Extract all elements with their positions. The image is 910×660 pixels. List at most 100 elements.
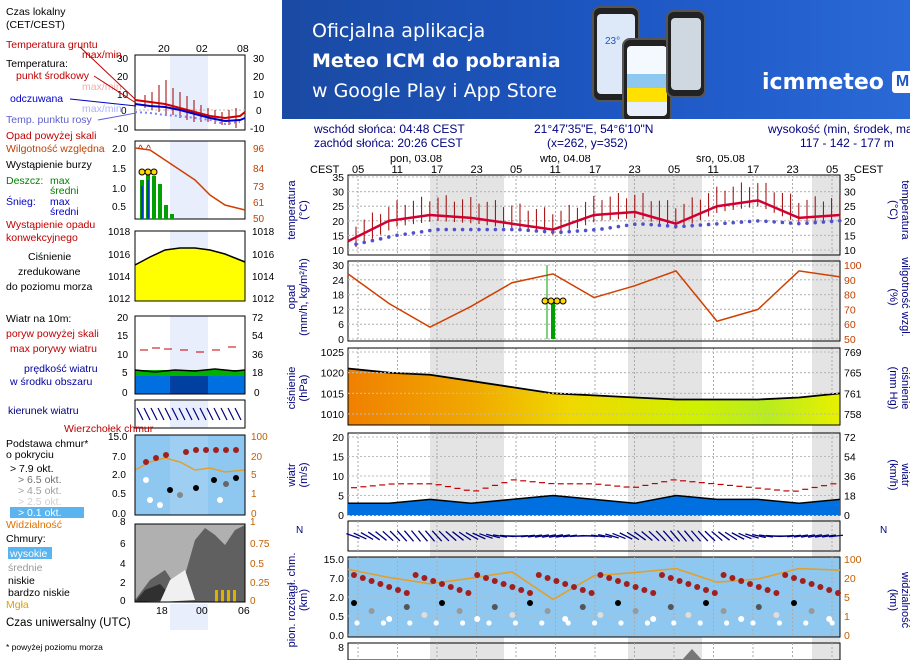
temp-axis-label-right: temperatura <box>899 180 910 240</box>
sunset-text: zachód słońca: 20:26 CEST <box>314 136 463 150</box>
cloud-base-dot <box>456 587 463 593</box>
cloud-base-dot <box>703 587 709 593</box>
cloud-base-dot <box>386 584 393 590</box>
legend-temp-tick: 0 <box>121 106 127 117</box>
cloud-base-dot <box>597 612 604 618</box>
cloud-base-dot <box>483 575 489 581</box>
wind-arrow <box>662 530 674 542</box>
wind-arrow <box>724 531 738 541</box>
dewpoint-dot <box>747 219 752 224</box>
dewpoint-dot <box>641 222 645 226</box>
hour-label: 17 <box>589 164 601 176</box>
cloud-shape <box>682 649 702 660</box>
legend-press-tick-r: 1018 <box>252 227 275 238</box>
cloud-base-dot <box>729 575 736 581</box>
wind-arrow <box>346 532 360 540</box>
legend-local-time: Czas lokalny <box>6 6 66 18</box>
cloud-base-dot <box>412 572 419 578</box>
wind-arrow <box>143 407 151 421</box>
storm-marker <box>541 297 549 305</box>
legend-hum-tick: 84 <box>253 164 265 175</box>
legend-wind-tick: 20 <box>117 313 129 324</box>
cloud-base-dot <box>368 578 375 584</box>
legend-cb-tick: 0.5 <box>112 489 126 500</box>
wind-arrow <box>752 533 766 539</box>
legend-felt-maxmin: max/min <box>82 103 122 115</box>
hour-label: 17 <box>431 164 443 176</box>
cloud-base-dot <box>632 584 639 590</box>
cloud-base-dot <box>697 620 703 626</box>
wind-arrow <box>438 530 450 542</box>
legend-cb-tick-r: 5 <box>251 470 257 481</box>
cloud-base-dot <box>606 575 613 581</box>
legend-press-tick: 1012 <box>108 294 131 305</box>
wind-arrow <box>472 532 486 540</box>
dewpoint-dot <box>583 228 588 233</box>
cb-tick: 7.0 <box>329 573 344 585</box>
cb-axis-label: pion. rozciągł. chm. <box>286 553 298 648</box>
app-promo-banner[interactable]: Oficjalna aplikacja Meteo ICM do pobrani… <box>282 0 910 119</box>
dewpoint-dot <box>657 223 662 228</box>
location-info: wschód słońca: 04:48 CEST zachód słońca:… <box>282 119 910 155</box>
dewpoint-dot <box>362 240 366 245</box>
legend-cb-tick: 2.0 <box>112 470 126 481</box>
cloud-base-dot <box>395 587 401 593</box>
cloud-base-dot <box>433 620 439 626</box>
hour-label: 05 <box>826 164 838 176</box>
legend-temp-box <box>134 54 246 131</box>
meteogram: CEST CEST pon, 03.08 wto, 04.08 śro, 05.… <box>286 155 910 660</box>
cloud-base-dot <box>738 578 745 584</box>
cloud-base-dot <box>703 600 709 606</box>
storm-marker <box>553 297 561 305</box>
wind-arrow <box>192 407 200 421</box>
cloud-base-dot <box>826 587 833 593</box>
cloud-base-dot <box>571 584 577 590</box>
legend-wind-at: Wiatr na 10m: <box>6 313 71 325</box>
legend-press-tick: 1016 <box>108 250 131 261</box>
press-axis-label-right: ciśnienie <box>899 367 910 410</box>
cloud-base-dot <box>667 604 674 610</box>
legend-cb-tick-r: 20 <box>251 452 263 463</box>
wind-arrow <box>213 407 221 421</box>
phone-image-3 <box>666 10 706 98</box>
dewpoint-dot <box>649 222 653 227</box>
pressure-frame <box>347 347 841 426</box>
storm-marker <box>547 297 555 305</box>
elevation-label: wysokość (min, środek, max) <box>768 122 910 136</box>
wind-kmh-tick: 0 <box>844 510 850 522</box>
wind-arrow <box>648 530 660 542</box>
dewpoint-dot <box>510 227 514 232</box>
dewpoint-dot <box>542 229 547 234</box>
legend-temp-tick-r: 20 <box>253 72 265 83</box>
elevation-values: 117 - 142 - 177 m <box>800 136 894 150</box>
cloud-base-dot <box>474 616 481 622</box>
vis-tick: 1 <box>844 611 850 623</box>
cloud-base-dot <box>835 590 841 596</box>
legend-cb-tick: 15.0 <box>108 432 128 443</box>
cloud-base-dot <box>592 620 598 626</box>
wind-arrow <box>677 530 687 542</box>
wind-arrow <box>452 531 464 541</box>
dewpoint-dot <box>485 227 489 232</box>
cloud-base-dot <box>755 584 762 590</box>
dewpoint-dot <box>797 221 801 226</box>
dewpoint-dot <box>756 219 760 223</box>
wind-area <box>348 495 840 515</box>
cloud-base-dot <box>460 620 466 626</box>
cloud-base-dot <box>407 620 413 626</box>
rain-tick: 0 <box>338 334 344 346</box>
legend-press-tick: 1018 <box>108 227 131 238</box>
wind-arrow <box>738 532 752 540</box>
wind-arrow <box>431 530 443 542</box>
legend-rain-label: Deszcz: <box>6 175 43 187</box>
legend-cloud-base-2: o pokryciu <box>6 449 54 461</box>
wind-kmh-tick: 18 <box>844 491 856 503</box>
legend-press-tick-r: 1016 <box>252 250 275 261</box>
temp-axis-label: temperatura <box>286 179 298 239</box>
cloud-base-dot <box>377 581 384 587</box>
legend-wind-tick: 15 <box>117 331 129 342</box>
wind-kmh-tick: 36 <box>844 471 856 483</box>
legend-rain-box <box>134 140 246 220</box>
cb-tick: 0.0 <box>329 630 344 642</box>
temp-tick: 25 <box>332 201 344 213</box>
